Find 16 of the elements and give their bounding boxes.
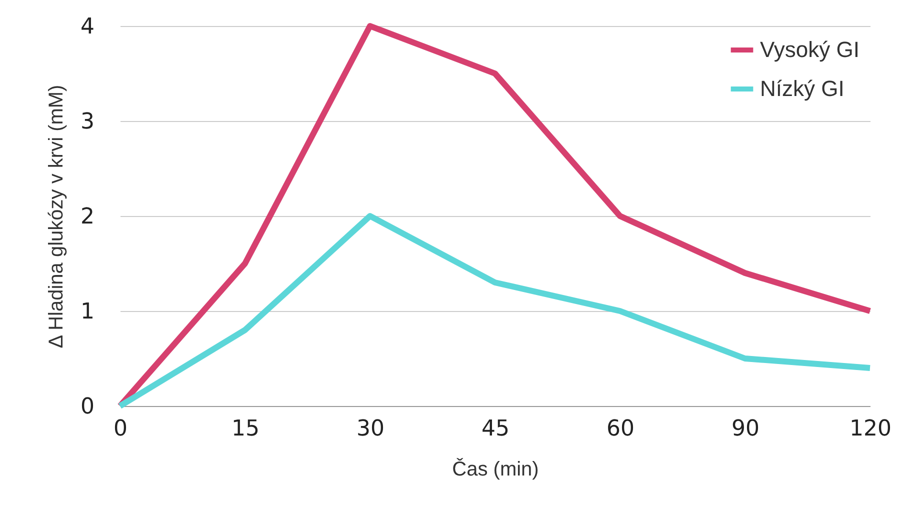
x-tick-label: 60: [606, 416, 634, 442]
x-tick-label: 0: [114, 416, 128, 442]
x-tick-label: 45: [482, 416, 510, 442]
x-tick-label: 90: [732, 416, 760, 442]
y-tick-label: 4: [80, 14, 94, 40]
legend-label: Vysoký GI: [760, 37, 860, 62]
x-tick-label: 15: [232, 416, 260, 442]
x-axis-title: Čas (min): [452, 458, 539, 480]
y-axis-title: Δ Hladina glukózy v krvi (mM): [46, 84, 68, 348]
legend-label: Nízký GI: [760, 76, 844, 101]
y-tick-label: 3: [80, 110, 94, 134]
x-tick-label: 30: [356, 416, 384, 442]
y-tick-label: 1: [80, 300, 94, 324]
y-tick-label: 2: [80, 204, 94, 230]
x-tick-label: 120: [850, 416, 892, 442]
y-tick-label: 0: [80, 394, 94, 420]
